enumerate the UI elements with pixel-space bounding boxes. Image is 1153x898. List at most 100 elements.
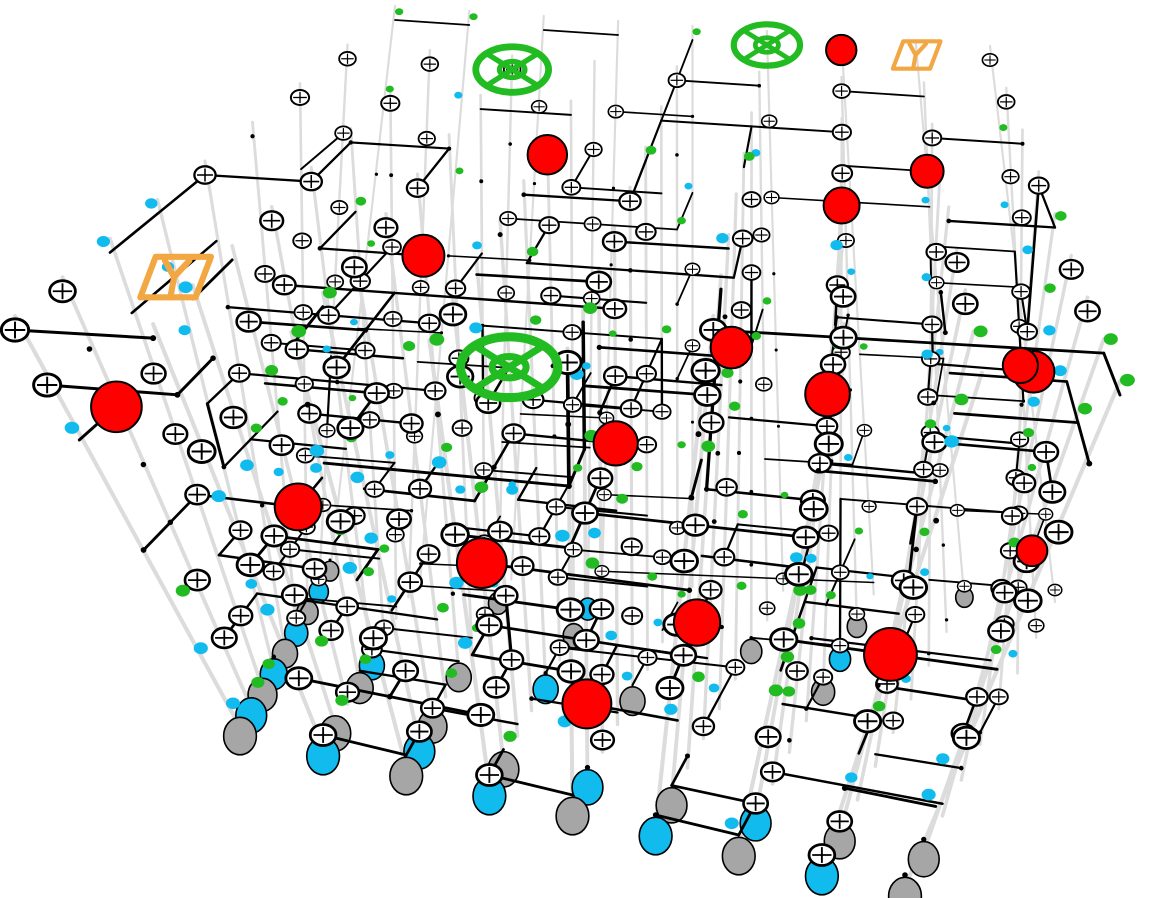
crosshair-ring-icon[interactable] [373,217,399,239]
crosshair-ring-icon[interactable] [848,607,866,622]
crosshair-ring-icon[interactable] [318,619,344,642]
crosshair-ring-icon[interactable] [951,292,979,316]
crosshair-ring-icon[interactable] [32,372,63,398]
crosshair-ring-icon[interactable] [830,637,850,654]
crosshair-ring-icon[interactable] [292,232,312,249]
crosshair-ring-icon[interactable] [284,666,314,691]
crosshair-ring-icon[interactable] [1001,169,1020,185]
crosshair-ring-icon[interactable] [294,375,314,392]
crosshair-ring-icon[interactable] [279,540,301,558]
crosshair-ring-icon[interactable] [898,575,929,600]
green-marker-icon[interactable] [251,676,265,688]
crosshair-ring-icon[interactable] [1038,507,1054,521]
blue-marker-icon[interactable] [866,573,874,580]
crosshair-ring-icon[interactable] [621,606,644,626]
green-marker-icon[interactable] [322,286,337,299]
crosshair-ring-icon[interactable] [538,216,560,235]
blue-marker-icon[interactable] [387,595,397,603]
green-marker-icon[interactable] [175,584,190,597]
blue-marker-icon[interactable] [716,233,729,244]
crosshair-ring-icon[interactable] [951,725,981,750]
blue-marker-icon[interactable] [805,553,817,563]
crosshair-ring-icon[interactable] [260,524,288,548]
crosshair-ring-icon[interactable] [219,405,248,430]
crosshair-ring-icon[interactable] [882,711,905,730]
green-marker-icon[interactable] [359,654,372,665]
crosshair-ring-icon[interactable] [987,619,1015,643]
crosshair-ring-icon[interactable] [326,274,345,290]
green-marker-icon[interactable] [1022,428,1035,438]
crosshair-ring-icon[interactable] [965,686,989,707]
crosshair-ring-icon[interactable] [602,365,628,387]
crosshair-ring-icon[interactable] [741,191,762,208]
crosshair-ring-icon[interactable] [1032,440,1060,464]
crosshair-ring-icon[interactable] [752,227,771,243]
blue-marker-icon[interactable] [322,345,332,353]
crosshair-ring-icon[interactable] [556,659,586,684]
crosshair-ring-icon[interactable] [499,210,518,227]
crosshair-ring-icon[interactable] [140,362,167,385]
crosshair-ring-icon[interactable] [289,89,311,106]
crosshair-ring-icon[interactable] [763,190,780,205]
crosshair-ring-icon[interactable] [334,125,353,141]
crosshair-ring-icon[interactable] [769,627,799,652]
green-marker-icon[interactable] [265,364,279,376]
red-ball-icon[interactable] [863,626,918,682]
crosshair-ring-icon[interactable] [492,584,519,607]
green-marker-icon[interactable] [1103,333,1118,345]
crosshair-ring-icon[interactable] [754,725,782,749]
blue-marker-icon[interactable] [830,239,843,251]
crosshair-ring-icon[interactable] [386,508,412,530]
blue-marker-icon[interactable] [921,273,932,282]
crosshair-ring-icon[interactable] [853,709,883,734]
crosshair-ring-icon[interactable] [585,270,613,294]
crosshair-ring-icon[interactable] [407,478,433,499]
red-ball-icon[interactable] [909,153,945,189]
crosshair-ring-icon[interactable] [618,191,642,212]
blue-marker-icon[interactable] [847,268,856,275]
crosshair-ring-icon[interactable] [359,411,381,429]
crosshair-ring-icon[interactable] [725,658,746,676]
crosshair-ring-icon[interactable] [758,601,776,616]
crosshair-ring-icon[interactable] [308,723,338,747]
green-marker-icon[interactable] [661,325,672,334]
crosshair-ring-icon[interactable] [861,500,877,513]
green-cross-wheel-icon[interactable] [730,21,804,69]
crosshair-ring-icon[interactable] [1011,209,1032,227]
green-marker-icon[interactable] [804,585,817,595]
crosshair-ring-icon[interactable] [475,763,504,787]
crosshair-ring-icon[interactable] [602,298,628,320]
blue-marker-icon[interactable] [64,421,80,434]
green-marker-icon[interactable] [385,85,394,93]
green-marker-icon[interactable] [825,590,836,600]
crosshair-ring-icon[interactable] [755,376,773,392]
green-marker-icon[interactable] [395,8,404,16]
crosshair-ring-icon[interactable] [545,498,567,516]
crosshair-ring-icon[interactable] [417,313,441,333]
blue-marker-icon[interactable] [211,490,226,503]
red-ball-icon[interactable] [1015,534,1049,568]
crosshair-ring-icon[interactable] [325,509,356,534]
crosshair-ring-icon[interactable] [301,557,328,580]
crosshair-ring-icon[interactable] [293,304,313,321]
red-ball-icon[interactable] [561,678,613,730]
blue-marker-icon[interactable] [942,424,951,432]
green-marker-icon[interactable] [526,246,539,257]
green-marker-icon[interactable] [954,393,969,406]
green-marker-icon[interactable] [583,302,598,314]
crosshair-ring-icon[interactable] [444,279,467,298]
red-ball-icon[interactable] [709,325,754,370]
crosshair-ring-icon[interactable] [420,56,440,72]
crosshair-ring-icon[interactable] [562,324,582,341]
crosshair-ring-icon[interactable] [715,477,738,497]
blue-marker-icon[interactable] [588,527,601,539]
blue-marker-icon[interactable] [350,318,358,326]
crosshair-ring-icon[interactable] [530,99,548,114]
crosshair-ring-icon[interactable] [386,526,405,543]
blue-marker-icon[interactable] [469,322,483,334]
crosshair-ring-icon[interactable] [684,339,701,353]
blue-marker-icon[interactable] [1000,201,1009,209]
blue-marker-icon[interactable] [843,454,853,462]
red-ball-icon[interactable] [273,482,323,532]
